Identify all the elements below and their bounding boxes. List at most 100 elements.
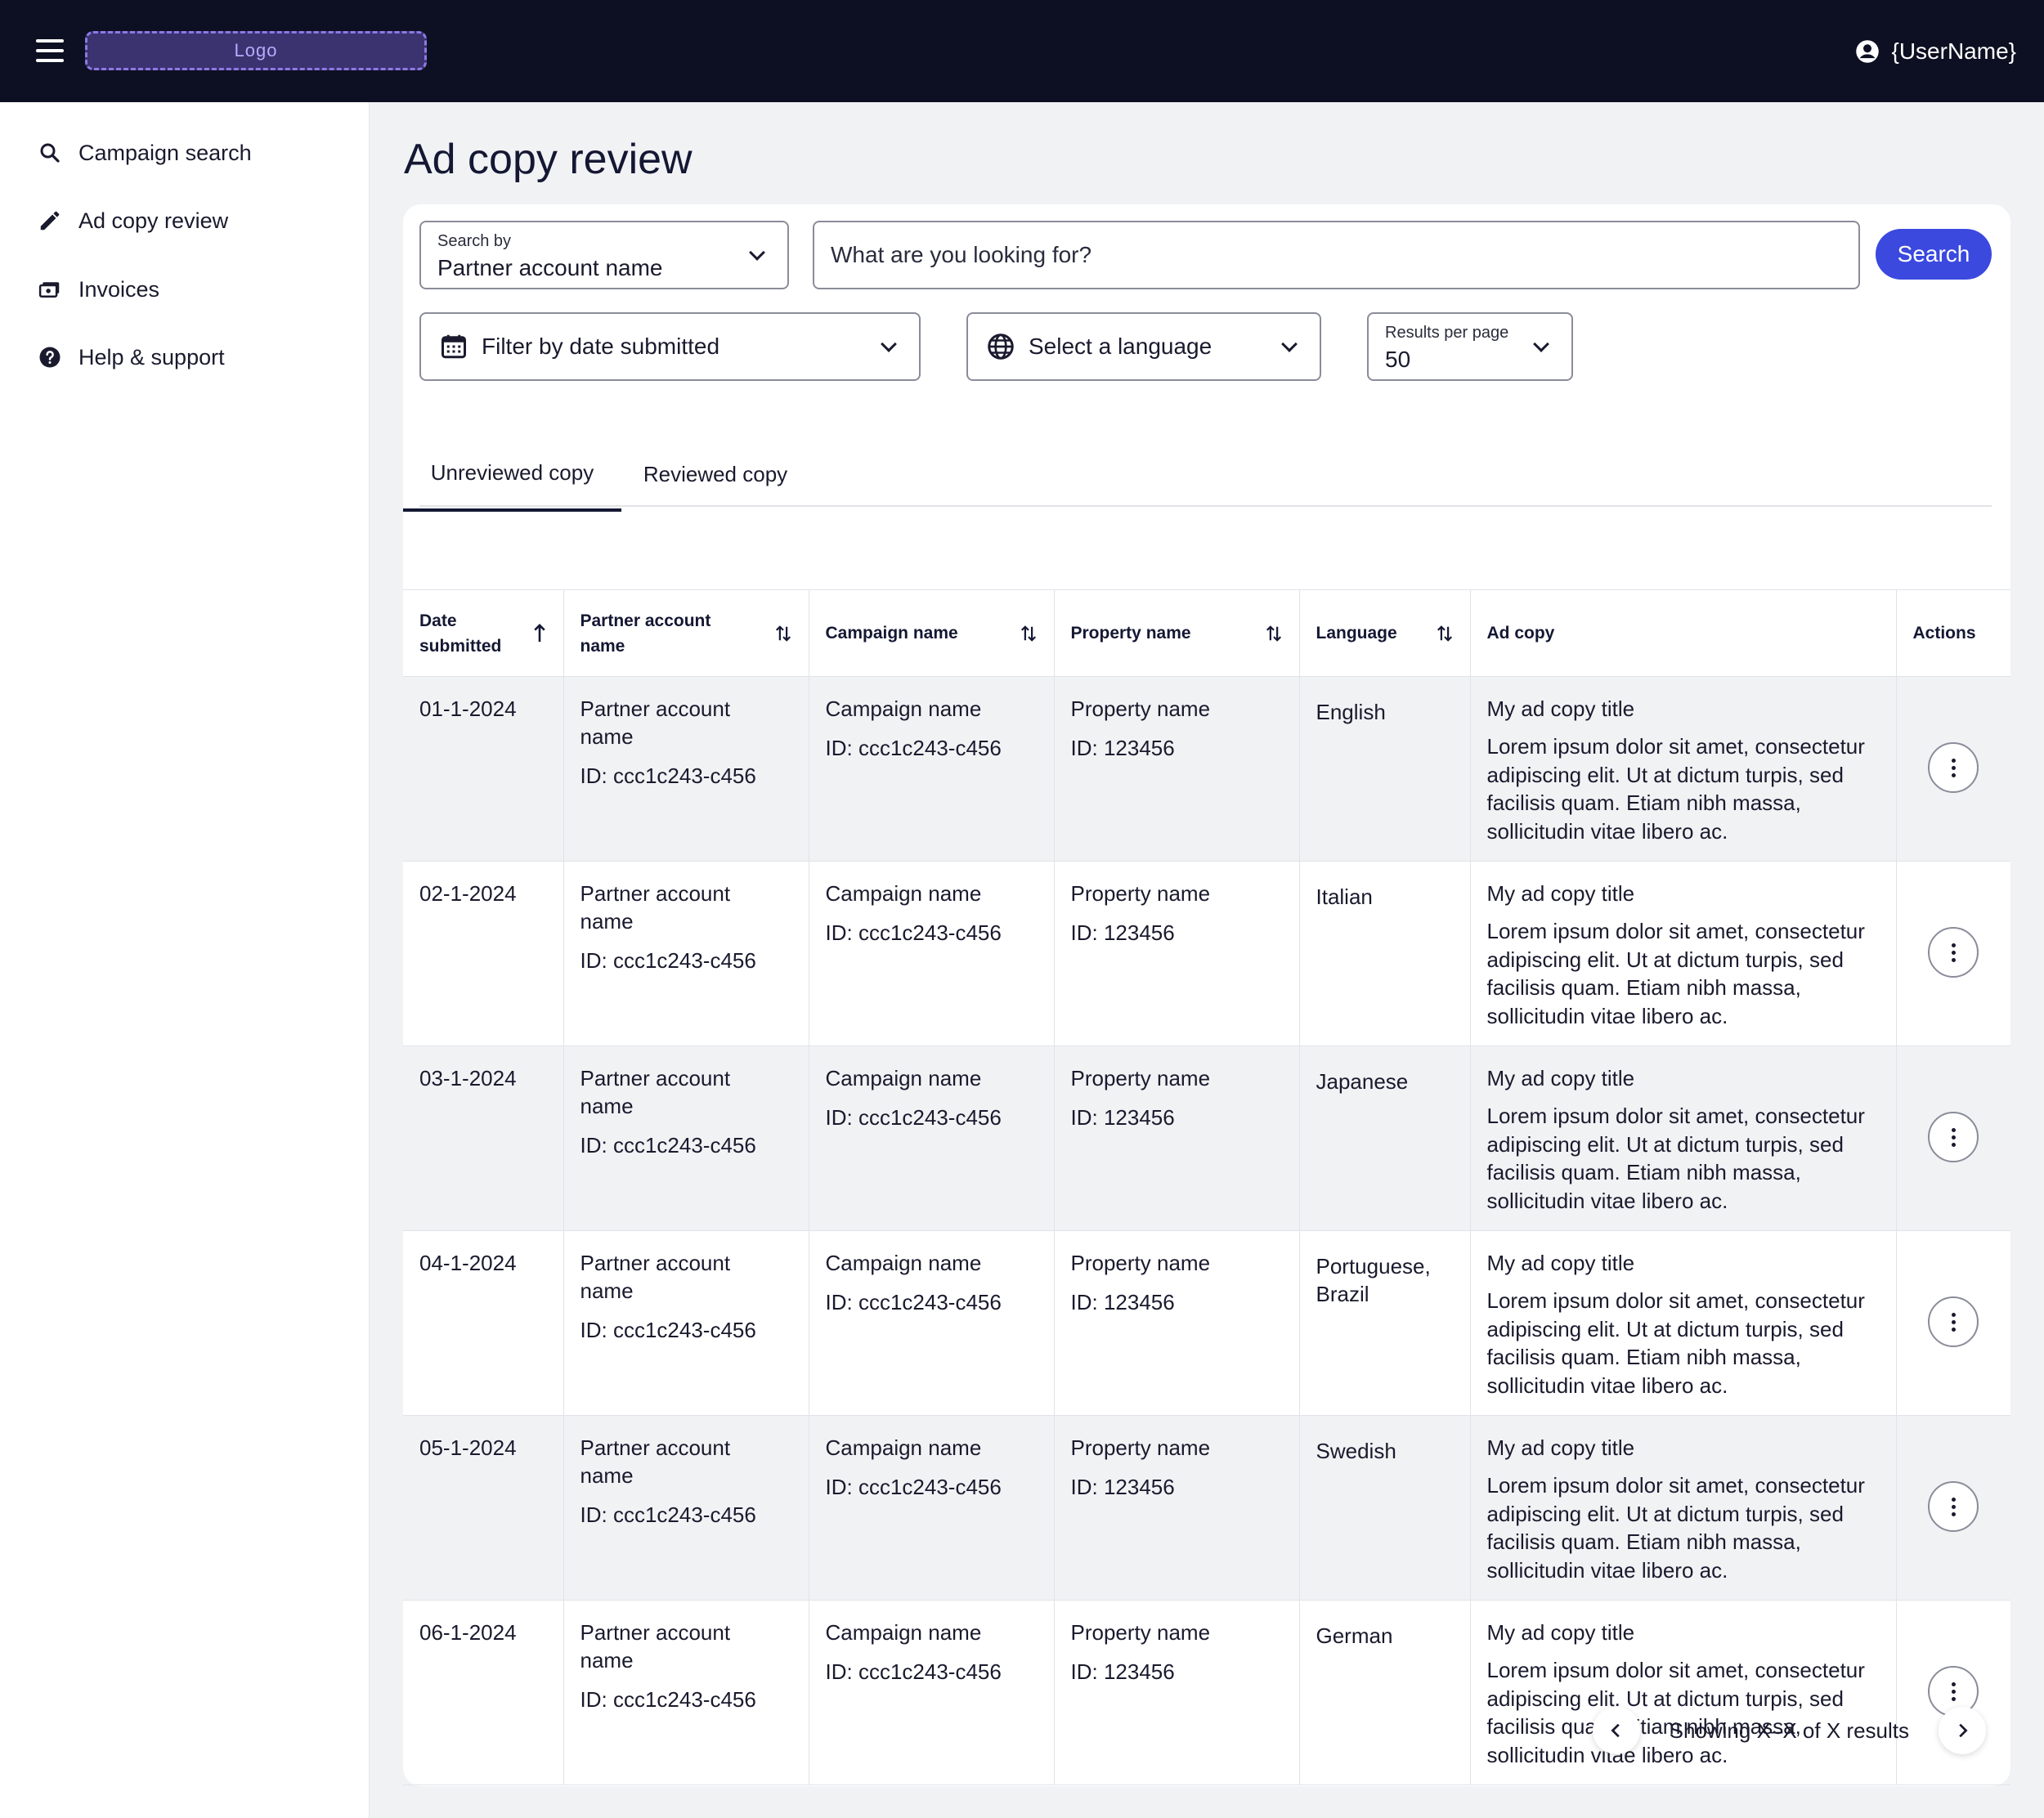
more-actions-button[interactable] (1928, 927, 1979, 978)
date-submitted: 03-1-2024 (419, 1066, 517, 1090)
user-menu[interactable]: {UserName} (1855, 33, 2016, 70)
partner-name: Partner account name (580, 696, 731, 749)
search-icon (40, 143, 60, 163)
cell-ad-copy: My ad copy title Lorem ipsum dolor sit am… (1470, 676, 1897, 862)
more-vertical-icon (1951, 1312, 1956, 1317)
property-name: Property name (1070, 1066, 1211, 1090)
cell-date: 04-1-2024 (403, 1230, 564, 1416)
partner-id: ID: ccc1c243-c456 (580, 948, 756, 973)
more-actions-button[interactable] (1928, 1481, 1979, 1532)
column-header-label: Ad copy (1486, 623, 1555, 643)
property-id: ID: 123456 (1070, 1105, 1175, 1130)
column-header-label: Language (1316, 624, 1397, 643)
column-header-actions: Actions (1896, 589, 2010, 677)
search-by-select[interactable]: Search by Partner account name (419, 221, 789, 289)
ad-copy-body: Lorem ipsum dolor sit amet, consectetur … (1486, 1658, 1865, 1767)
divider (419, 505, 1992, 507)
column-header-property[interactable]: Property name (1054, 589, 1300, 677)
cell-ad-copy: My ad copy title Lorem ipsum dolor sit am… (1470, 1415, 1897, 1601)
campaign-id: ID: ccc1c243-c456 (825, 1475, 1002, 1499)
column-header-date[interactable]: Date submitted (403, 589, 564, 677)
language-select[interactable]: Select a language (966, 312, 1321, 381)
partner-name: Partner account name (580, 881, 731, 934)
help-icon (39, 347, 61, 368)
sidebar: Campaign search Ad copy review Invoices … (0, 102, 370, 1818)
more-vertical-icon (1951, 1511, 1956, 1516)
column-header-campaign[interactable]: Campaign name (809, 589, 1055, 677)
results-per-page-select[interactable]: Results per page 50 (1367, 312, 1573, 381)
property-id: ID: 123456 (1070, 736, 1175, 760)
chevron-down-icon (881, 336, 897, 352)
ad-copy-title: My ad copy title (1486, 696, 1635, 721)
column-header-partner[interactable]: Partner account name (563, 589, 809, 677)
sidebar-item-help-support[interactable]: Help & support (38, 339, 225, 375)
language: German (1316, 1623, 1393, 1648)
cell-property: Property name ID: 123456 (1054, 1415, 1300, 1601)
language: Portuguese, Brazil (1316, 1254, 1431, 1306)
sidebar-item-invoices[interactable]: Invoices (38, 271, 159, 307)
language: English (1316, 700, 1386, 724)
language: Italian (1316, 884, 1373, 909)
more-vertical-icon (1951, 1127, 1956, 1132)
cell-ad-copy: My ad copy title Lorem ipsum dolor sit am… (1470, 1230, 1897, 1416)
chevron-down-icon (1533, 336, 1549, 352)
sort-ascending-icon (533, 623, 545, 642)
column-header-label: Partner account name (580, 611, 711, 656)
partner-id: ID: ccc1c243-c456 (580, 1318, 756, 1342)
more-vertical-icon (1951, 765, 1956, 770)
tab-reviewed-copy[interactable]: Reviewed copy (643, 462, 788, 486)
campaign-name: Campaign name (825, 1066, 982, 1090)
previous-page-button[interactable] (1592, 1707, 1640, 1754)
sidebar-item-label: Help & support (78, 344, 225, 369)
cell-partner: Partner account name ID: ccc1c243-c456 (563, 1600, 809, 1785)
logo[interactable]: Logo (85, 31, 427, 70)
next-page-button[interactable] (1939, 1707, 1986, 1754)
table-row: 05-1-2024 Partner account name ID: ccc1c24… (403, 1415, 2010, 1601)
partner-id: ID: ccc1c243-c456 (580, 1687, 756, 1712)
more-vertical-icon (1951, 950, 1956, 955)
cell-ad-copy: My ad copy title Lorem ipsum dolor sit am… (1470, 861, 1897, 1046)
search-button[interactable]: Search (1876, 229, 1992, 280)
ad-copy-body: Lorem ipsum dolor sit amet, consectetur … (1486, 734, 1865, 844)
ad-copy-table: Date submitted Partner account name Camp… (403, 589, 2010, 1785)
sidebar-item-campaign-search[interactable]: Campaign search (38, 135, 252, 171)
more-actions-button[interactable] (1928, 1296, 1979, 1347)
cell-campaign: Campaign name ID: ccc1c243-c456 (809, 1600, 1055, 1785)
ad-copy-title: My ad copy title (1486, 1620, 1635, 1645)
cell-actions (1896, 1415, 2010, 1601)
campaign-name: Campaign name (825, 696, 982, 721)
date-filter-select[interactable]: Filter by date submitted (419, 312, 921, 381)
more-vertical-icon (1951, 957, 1956, 962)
property-id: ID: 123456 (1070, 920, 1175, 945)
tab-unreviewed-copy[interactable]: Unreviewed copy (403, 437, 621, 512)
cell-date: 06-1-2024 (403, 1600, 564, 1785)
property-name: Property name (1070, 1435, 1211, 1460)
campaign-name: Campaign name (825, 1251, 982, 1275)
more-vertical-icon (1951, 1135, 1956, 1140)
cell-partner: Partner account name ID: ccc1c243-c456 (563, 676, 809, 862)
cell-date: 01-1-2024 (403, 676, 564, 862)
menu-icon[interactable] (36, 39, 64, 62)
column-header-ad-copy: Ad copy (1470, 589, 1897, 677)
cell-ad-copy: My ad copy title Lorem ipsum dolor sit am… (1470, 1046, 1897, 1231)
column-header-language[interactable]: Language (1299, 589, 1471, 677)
search-input[interactable]: What are you looking for? (813, 221, 1860, 289)
search-placeholder: What are you looking for? (831, 242, 1092, 267)
ad-copy-body: Lorem ipsum dolor sit amet, consectetur … (1486, 1104, 1865, 1213)
cell-actions (1896, 1046, 2010, 1231)
more-vertical-icon (1951, 772, 1956, 777)
campaign-id: ID: ccc1c243-c456 (825, 920, 1002, 945)
sort-icon (1437, 625, 1452, 642)
table-row: 06-1-2024 Partner account name ID: ccc1c24… (403, 1600, 2010, 1785)
more-actions-button[interactable] (1928, 742, 1979, 793)
partner-id: ID: ccc1c243-c456 (580, 1502, 756, 1527)
cell-language: German (1299, 1600, 1471, 1785)
ad-copy-body: Lorem ipsum dolor sit amet, consectetur … (1486, 1288, 1865, 1398)
sidebar-item-ad-copy-review[interactable]: Ad copy review (38, 203, 228, 239)
more-actions-button[interactable] (1928, 1112, 1979, 1162)
more-vertical-icon (1951, 1319, 1956, 1324)
more-vertical-icon (1951, 1142, 1956, 1147)
more-vertical-icon (1951, 1504, 1956, 1509)
partner-name: Partner account name (580, 1066, 731, 1118)
cell-property: Property name ID: 123456 (1054, 1230, 1300, 1416)
